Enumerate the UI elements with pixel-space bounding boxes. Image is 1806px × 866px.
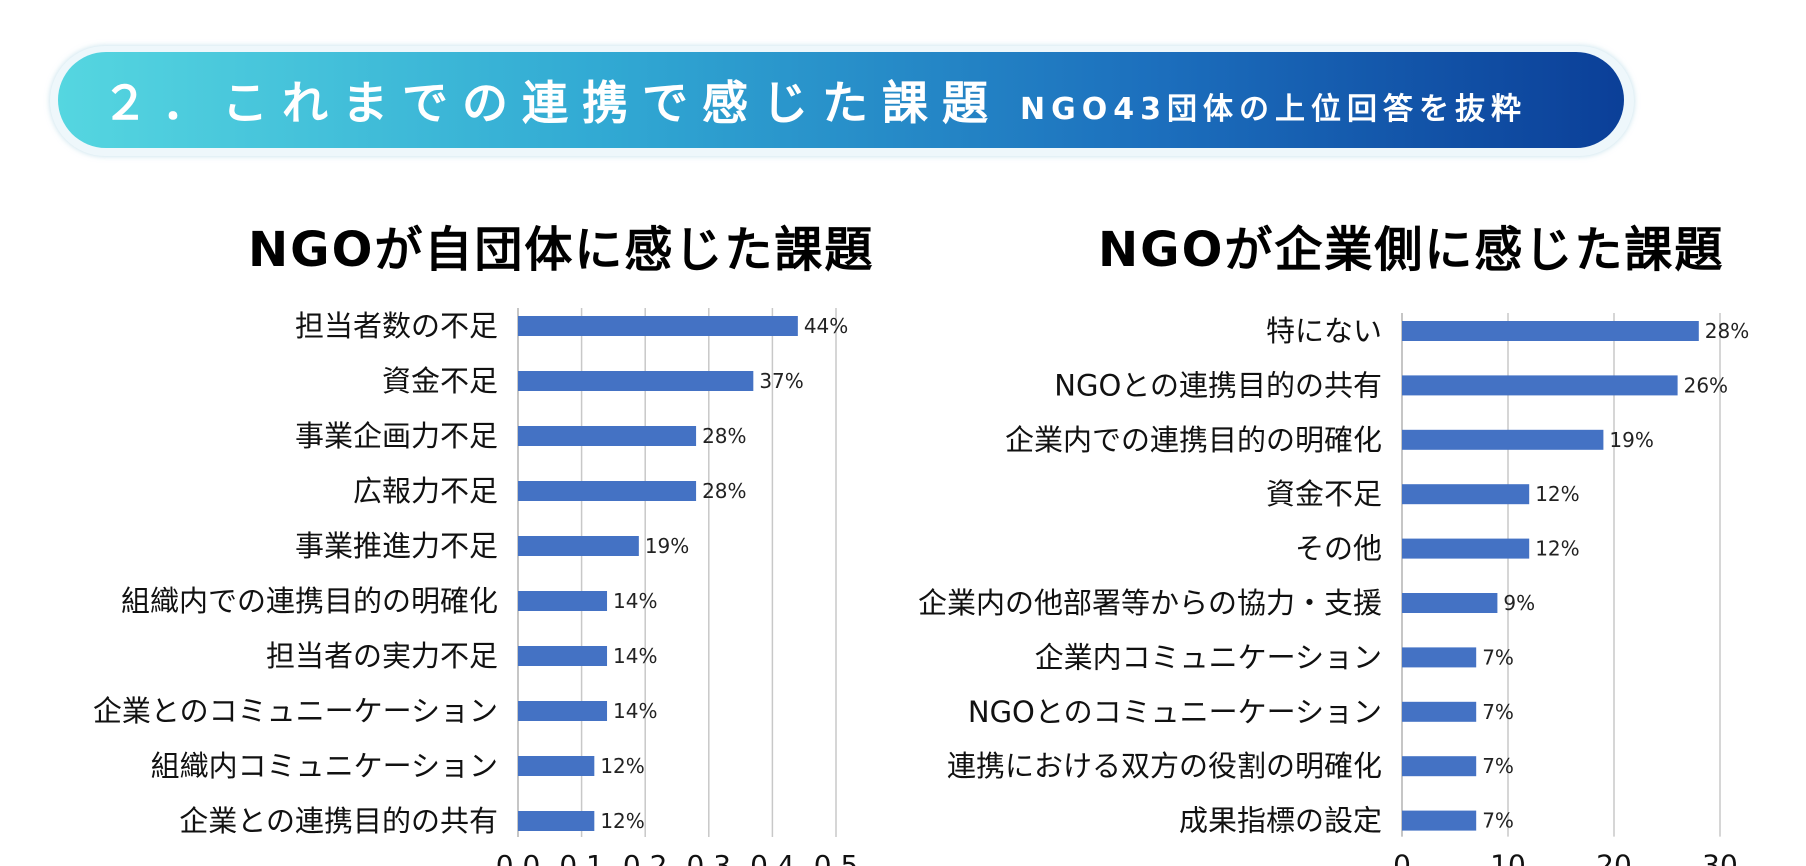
data-label: 44%: [804, 314, 848, 338]
x-tick-label: 0.0: [496, 849, 541, 866]
x-tick-label: 0.1: [559, 849, 604, 866]
x-tick-label: 0.5: [814, 849, 859, 866]
category-label: 企業内での連携目的の明確化: [1005, 423, 1382, 457]
data-label: 28%: [1705, 319, 1749, 343]
bar: [518, 591, 608, 611]
data-label: 12%: [1535, 537, 1579, 561]
banner-title: ２．これまでの連携で感じた課題: [102, 76, 1002, 130]
category-label: 担当者数の不足: [295, 309, 498, 343]
bar: [1402, 375, 1678, 396]
data-label: 7%: [1482, 700, 1514, 724]
x-tick-label: 0.3: [687, 849, 732, 866]
category-label: 企業内コミュニケーション: [1035, 640, 1382, 674]
category-label: 広報力不足: [353, 474, 498, 508]
bar: [1402, 429, 1604, 450]
category-label: 事業推進力不足: [295, 529, 498, 563]
data-label: 28%: [702, 424, 746, 448]
category-label: 企業内の他部署等からの協力・支援: [918, 586, 1382, 620]
bar: [518, 536, 639, 556]
category-label: 事業企画力不足: [295, 419, 498, 453]
category-label: 担当者の実力不足: [266, 639, 498, 673]
bar: [1402, 321, 1699, 341]
category-label: 成果指標の設定: [1179, 804, 1382, 838]
data-label: 19%: [1609, 428, 1653, 452]
x-tick-label: 30: [1702, 849, 1738, 866]
x-tick-label: 0.4: [750, 849, 795, 866]
bar: [1402, 756, 1477, 777]
data-label: 12%: [600, 809, 644, 833]
data-label: 14%: [613, 644, 657, 668]
x-tick-label: 0: [1393, 849, 1411, 866]
bar: [518, 371, 754, 391]
data-label: 14%: [613, 699, 657, 723]
category-label: 特にない: [1266, 314, 1382, 348]
x-tick-label: 0.2: [623, 849, 668, 866]
data-label: 14%: [613, 589, 657, 613]
data-label: 37%: [759, 369, 803, 393]
chart-title-right: NGOが企業側に感じた課題: [1098, 222, 1725, 278]
bar: [518, 481, 697, 501]
chart-right: 0 10 20 30 特にない 28% NGOとの連携目的の共有 26% 企業内での連携目的の明…: [918, 313, 1749, 866]
category-label: NGOとの連携目的の共有: [1054, 368, 1382, 402]
data-label: 12%: [1535, 482, 1579, 506]
bar: [1402, 810, 1477, 831]
category-label: 組織内コミュニケーション: [151, 749, 498, 783]
section-banner: ２．これまでの連携で感じた課題 NGO43団体の上位回答を抜粋: [58, 52, 1624, 148]
bar: [518, 756, 595, 776]
x-tick-label: 20: [1596, 849, 1632, 866]
bar: [518, 316, 798, 336]
chart-title-left: NGOが自団体に感じた課題: [248, 222, 875, 278]
data-label: 28%: [702, 479, 746, 503]
data-label: 12%: [600, 754, 644, 778]
category-label: NGOとのコミュニーケーション: [968, 695, 1382, 729]
category-label: 資金不足: [382, 364, 498, 398]
category-label: 資金不足: [1266, 477, 1382, 511]
bar: [1402, 701, 1477, 722]
data-label: 7%: [1482, 754, 1514, 778]
bar: [1402, 593, 1498, 613]
bar: [518, 701, 608, 721]
category-label: 企業との連携目的の共有: [179, 804, 498, 838]
bar: [518, 426, 697, 446]
bar: [518, 646, 608, 666]
banner-subtitle: NGO43団体の上位回答を抜粋: [1020, 92, 1527, 127]
data-label: 7%: [1482, 809, 1514, 833]
chart-left: 0.0 0.1 0.2 0.3 0.4 0.5 担当者数の不足 44% 資金不足 37% 事業企画力…: [93, 308, 859, 866]
category-label: 企業とのコミュニーケーション: [93, 694, 498, 728]
data-label: 19%: [645, 534, 689, 558]
x-tick-label: 10: [1490, 849, 1526, 866]
bar: [518, 811, 595, 831]
bar: [1402, 484, 1530, 505]
data-label: 26%: [1684, 373, 1728, 397]
category-label: その他: [1295, 532, 1382, 566]
bar: [1402, 538, 1530, 559]
category-label: 連携における双方の役割の明確化: [947, 749, 1382, 783]
category-label: 組織内での連携目的の明確化: [121, 584, 498, 618]
data-label: 9%: [1503, 591, 1535, 615]
bar: [1402, 647, 1477, 668]
data-label: 7%: [1482, 645, 1514, 669]
